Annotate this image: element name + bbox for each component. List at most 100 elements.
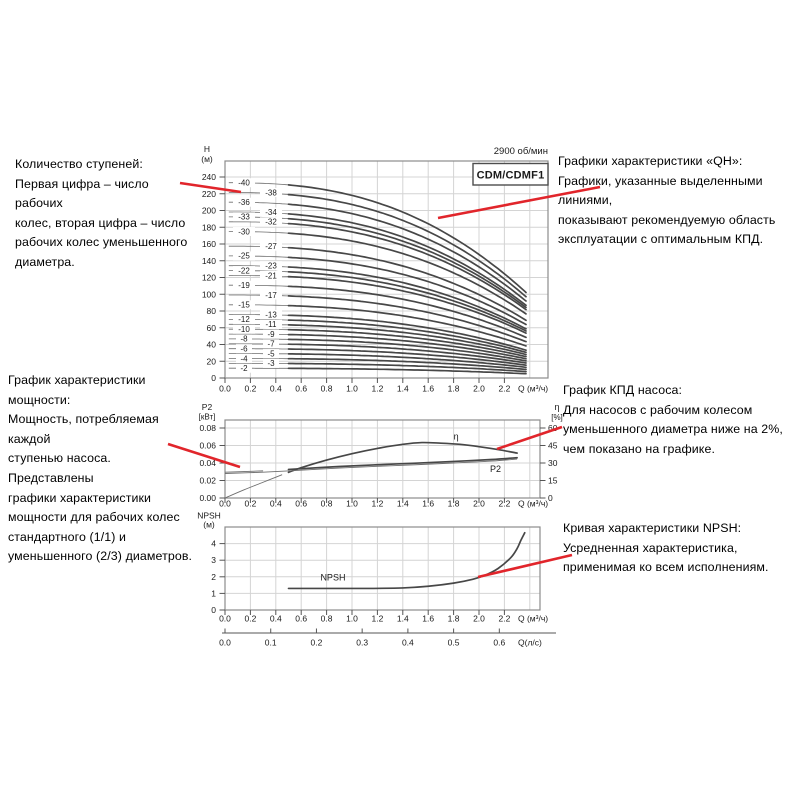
svg-text:60: 60 [548, 423, 558, 433]
svg-text:Q(л/с): Q(л/с) [518, 638, 542, 648]
leader-stages [179, 181, 242, 194]
npsh-series-0 [287, 531, 526, 590]
qh-curve-32 [287, 222, 527, 311]
qh-curve-17 [287, 295, 527, 343]
svg-text:1.0: 1.0 [346, 499, 358, 509]
svg-text:160: 160 [202, 239, 216, 249]
svg-text:15: 15 [548, 476, 558, 486]
annotation-qh-curves: Графики характеристики «QH»: Графики, ук… [558, 154, 776, 247]
svg-text:2.2: 2.2 [498, 614, 510, 624]
power-series-2 [224, 458, 518, 474]
svg-text:0.1: 0.1 [265, 638, 277, 648]
qh-curve-5 [287, 353, 527, 369]
leader-npsh [477, 553, 573, 579]
svg-text:2.0: 2.0 [473, 614, 485, 624]
svg-text:0.0: 0.0 [219, 384, 231, 394]
svg-text:1.8: 1.8 [448, 384, 460, 394]
svg-text:[кВт]: [кВт] [199, 413, 216, 422]
svg-text:1.4: 1.4 [397, 499, 409, 509]
svg-text:4: 4 [211, 539, 216, 549]
stage-label-3: -3 [267, 359, 275, 368]
svg-text:80: 80 [207, 306, 217, 316]
qh-curve-8 [287, 338, 527, 362]
qh-curve-40 [287, 184, 527, 294]
qh-curve-21 [287, 275, 527, 334]
stage-label-11: -11 [266, 320, 278, 329]
svg-text:0.8: 0.8 [321, 614, 333, 624]
stage-label-10: -10 [238, 325, 250, 334]
svg-text:0.08: 0.08 [199, 423, 216, 433]
svg-text:2900 об/мин: 2900 об/мин [494, 146, 548, 157]
svg-text:180: 180 [202, 222, 216, 232]
svg-text:P2: P2 [202, 402, 213, 412]
qh-curve-19 [287, 285, 527, 339]
svg-text:200: 200 [202, 206, 216, 216]
svg-text:0: 0 [211, 373, 216, 383]
svg-text:0.2: 0.2 [244, 614, 256, 624]
series-label-P2: P2 [490, 464, 501, 474]
annotation-power-curves: График характеристики мощности: Мощность… [8, 373, 193, 564]
svg-text:0.4: 0.4 [270, 499, 282, 509]
svg-text:0.0: 0.0 [219, 614, 231, 624]
stage-label-40: -40 [238, 178, 250, 187]
svg-text:0.04: 0.04 [199, 458, 216, 468]
svg-text:2.2: 2.2 [498, 499, 510, 509]
npsh-secondary-axis: 0.0 0.1 0.2 0.3 0.4 0.5 0.6 Q(л/с) [219, 628, 556, 648]
svg-text:60: 60 [207, 323, 217, 333]
leader-lines [167, 181, 601, 579]
svg-text:0.0: 0.0 [219, 499, 231, 509]
qh-curve-7 [287, 343, 527, 364]
svg-text:0.6: 0.6 [295, 499, 307, 509]
svg-text:0.2: 0.2 [244, 384, 256, 394]
stage-label-23: -23 [265, 261, 277, 270]
svg-text:0.6: 0.6 [493, 638, 505, 648]
svg-text:0.4: 0.4 [402, 638, 414, 648]
svg-text:1.8: 1.8 [448, 499, 460, 509]
stage-label-17: -17 [265, 291, 277, 300]
svg-text:0.6: 0.6 [295, 384, 307, 394]
stage-label-5: -5 [267, 349, 275, 358]
annotation-stage-count: Количество ступеней: Первая цифра – числ… [15, 157, 188, 269]
svg-text:20: 20 [207, 356, 217, 366]
svg-text:1.4: 1.4 [397, 614, 409, 624]
stage-label-38: -38 [265, 188, 277, 197]
leader-power [167, 442, 241, 469]
svg-text:0.4: 0.4 [270, 384, 282, 394]
svg-text:40: 40 [207, 340, 217, 350]
qh-curve-6 [287, 348, 527, 367]
power-series-0-thin [224, 474, 283, 499]
qh-curve-38 [287, 193, 527, 298]
svg-text:2.2: 2.2 [498, 384, 510, 394]
stage-label-27: -27 [265, 242, 277, 251]
stage-label-15: -15 [238, 301, 250, 310]
svg-text:0.00: 0.00 [199, 493, 216, 503]
svg-text:1.0: 1.0 [346, 614, 358, 624]
stage-label-25: -25 [238, 252, 250, 261]
svg-text:1.8: 1.8 [448, 614, 460, 624]
qh-curve-11 [287, 324, 527, 356]
leader-qh [437, 185, 601, 220]
svg-text:Q (м³/ч): Q (м³/ч) [518, 384, 548, 394]
svg-text:(м): (м) [201, 154, 213, 164]
qh-curve-15 [287, 304, 527, 347]
svg-text:[%]: [%] [551, 413, 563, 422]
svg-text:1.0: 1.0 [346, 384, 358, 394]
svg-text:0.8: 0.8 [321, 384, 333, 394]
qh-curve-12 [287, 319, 527, 354]
svg-text:1: 1 [211, 588, 216, 598]
qh-curve-4 [287, 357, 527, 371]
svg-text:120: 120 [202, 273, 216, 283]
qh-curve-22 [287, 270, 527, 332]
qh-curve-25 [287, 256, 527, 326]
svg-text:0.02: 0.02 [199, 476, 216, 486]
svg-text:0.2: 0.2 [311, 638, 323, 648]
svg-text:0.8: 0.8 [321, 499, 333, 509]
stage-label-21: -21 [265, 271, 277, 280]
stage-label-7: -7 [267, 340, 275, 349]
svg-text:Q (м³/ч): Q (м³/ч) [518, 614, 548, 624]
svg-text:H: H [204, 144, 210, 154]
qh-curve-3 [287, 362, 527, 373]
svg-text:2.0: 2.0 [473, 384, 485, 394]
svg-text:1.2: 1.2 [371, 499, 383, 509]
